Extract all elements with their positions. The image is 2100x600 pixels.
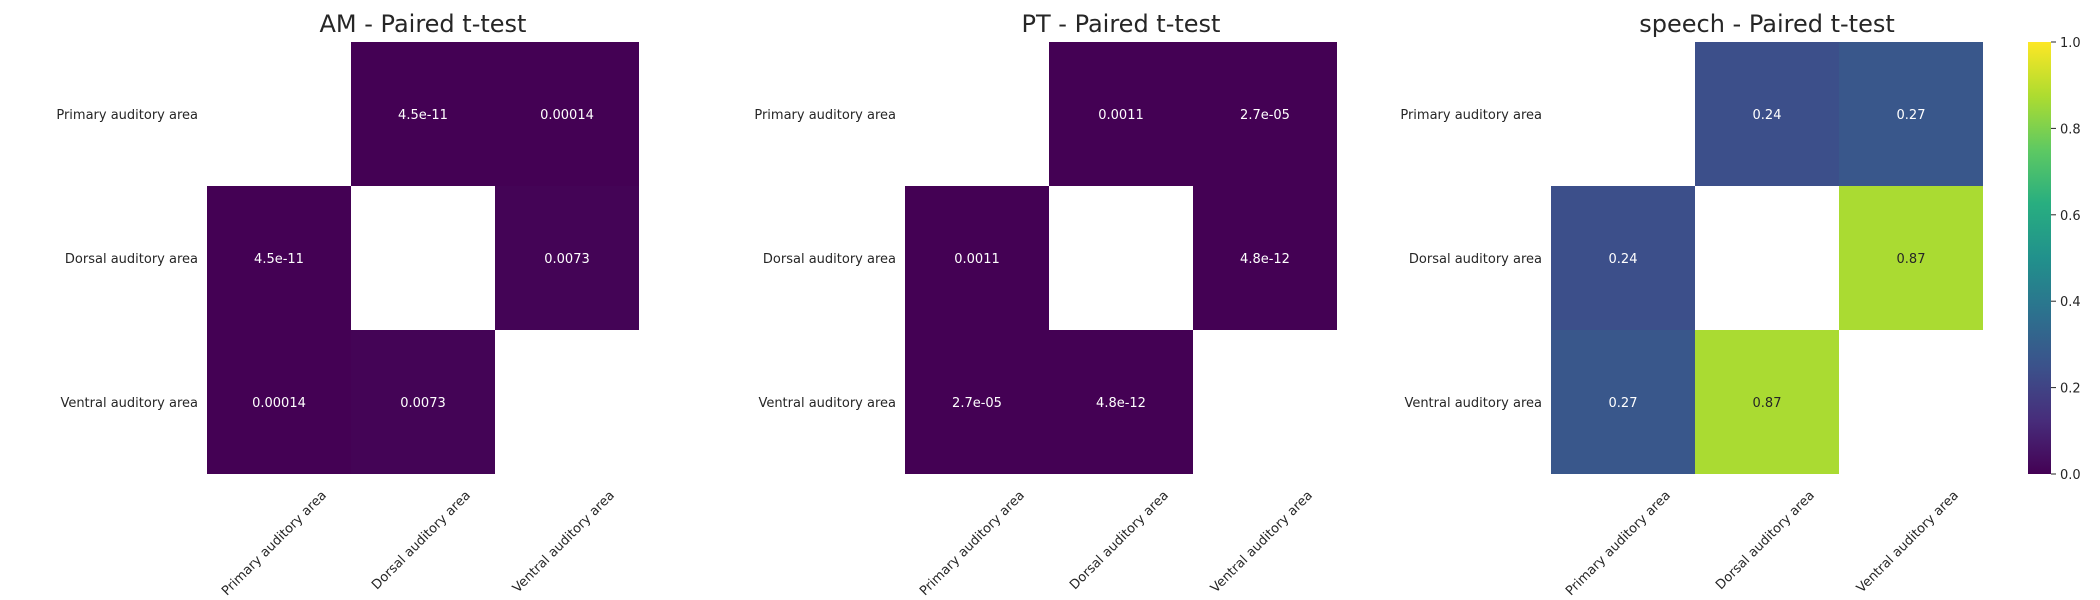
y-tick-label: Dorsal auditory area [763, 252, 896, 267]
y-tick-label: Ventral auditory area [1404, 396, 1542, 411]
colorbar-tick-label: 0.0 [2060, 468, 2081, 483]
x-tick-label: Primary auditory area [1563, 488, 1674, 599]
heatmap-cell [1551, 330, 1695, 474]
heatmap-panel-3: speech - Paired t-test 0.24 0.27 0.24 0.87 0.… [1400, 10, 1983, 599]
heatmap-cell [1839, 42, 1983, 186]
x-tick-label: Ventral auditory area [510, 488, 618, 596]
cell-label: 0.0011 [1098, 108, 1144, 123]
colorbar-tick-label: 1.0 [2060, 36, 2081, 51]
colorbar-tick-label: 0.6 [2060, 209, 2081, 224]
cell-label: 0.0011 [954, 252, 1000, 267]
y-tick-label: Primary auditory area [1400, 108, 1542, 123]
cell-label: 0.0073 [400, 396, 446, 411]
x-tick-label: Dorsal auditory area [1713, 488, 1818, 593]
y-tick-label: Dorsal auditory area [65, 252, 198, 267]
heatmap-cell [1551, 186, 1695, 330]
heatmap-cell [1049, 330, 1193, 474]
cell-label: 0.0073 [544, 252, 590, 267]
colorbar-tick-label: 0.4 [2060, 295, 2081, 310]
heatmap-panel-2: PT - Paired t-test 0.0011 2.7e-05 0.0011 4.8… [754, 10, 1337, 599]
chart-title: PT - Paired t-test [1022, 10, 1221, 38]
colorbar: 0.0 0.2 0.4 0.6 0.8 1.0 [2028, 36, 2081, 483]
cell-label: 4.5e-11 [398, 108, 448, 123]
heatmap-cell [351, 330, 495, 474]
heatmap-cell [1193, 186, 1337, 330]
y-tick-label: Primary auditory area [56, 108, 198, 123]
chart-title: speech - Paired t-test [1639, 10, 1895, 38]
cell-label: 0.27 [1609, 396, 1638, 411]
cell-label: 0.00014 [540, 108, 594, 123]
heatmap-cell [1193, 42, 1337, 186]
x-tick-label: Primary auditory area [219, 488, 330, 599]
cell-label: 0.24 [1609, 252, 1638, 267]
heatmap-cell [495, 42, 639, 186]
colorbar-tick-label: 0.8 [2060, 122, 2081, 137]
y-tick-label: Primary auditory area [754, 108, 896, 123]
heatmap-cell [1839, 186, 1983, 330]
heatmap-panel-1: AM - Paired t-test 4.5e-11 0.00014 4.5e-11 0… [56, 10, 639, 599]
cell-label: 2.7e-05 [1240, 108, 1290, 123]
y-tick-label: Dorsal auditory area [1409, 252, 1542, 267]
cell-label: 0.27 [1897, 108, 1926, 123]
colorbar-tick-label: 0.2 [2060, 382, 2081, 397]
x-tick-label: Ventral auditory area [1208, 488, 1316, 596]
cell-label: 4.8e-12 [1240, 252, 1290, 267]
x-tick-label: Dorsal auditory area [1067, 488, 1172, 593]
cell-label: 0.87 [1897, 252, 1926, 267]
cell-label: 2.7e-05 [952, 396, 1002, 411]
heatmap-cell [1695, 42, 1839, 186]
y-tick-label: Ventral auditory area [758, 396, 896, 411]
heatmap-cell [207, 186, 351, 330]
x-tick-label: Dorsal auditory area [369, 488, 474, 593]
heatmap-cell [1695, 330, 1839, 474]
chart-title: AM - Paired t-test [320, 10, 527, 38]
cell-label: 4.8e-12 [1096, 396, 1146, 411]
heatmap-cell [207, 330, 351, 474]
cell-label: 4.5e-11 [254, 252, 304, 267]
colorbar-gradient [2028, 42, 2051, 474]
heatmap-cell [905, 186, 1049, 330]
x-tick-label: Primary auditory area [917, 488, 1028, 599]
heatmap-cell [905, 330, 1049, 474]
heatmap-cell [495, 186, 639, 330]
cell-label: 0.00014 [252, 396, 306, 411]
x-tick-label: Ventral auditory area [1854, 488, 1962, 596]
cell-label: 0.24 [1753, 108, 1782, 123]
heatmap-cell [1049, 42, 1193, 186]
heatmap-cell [351, 42, 495, 186]
heatmap-panels: AM - Paired t-test 4.5e-11 0.00014 4.5e-11 0… [56, 10, 1983, 599]
y-tick-label: Ventral auditory area [60, 396, 198, 411]
cell-label: 0.87 [1753, 396, 1782, 411]
